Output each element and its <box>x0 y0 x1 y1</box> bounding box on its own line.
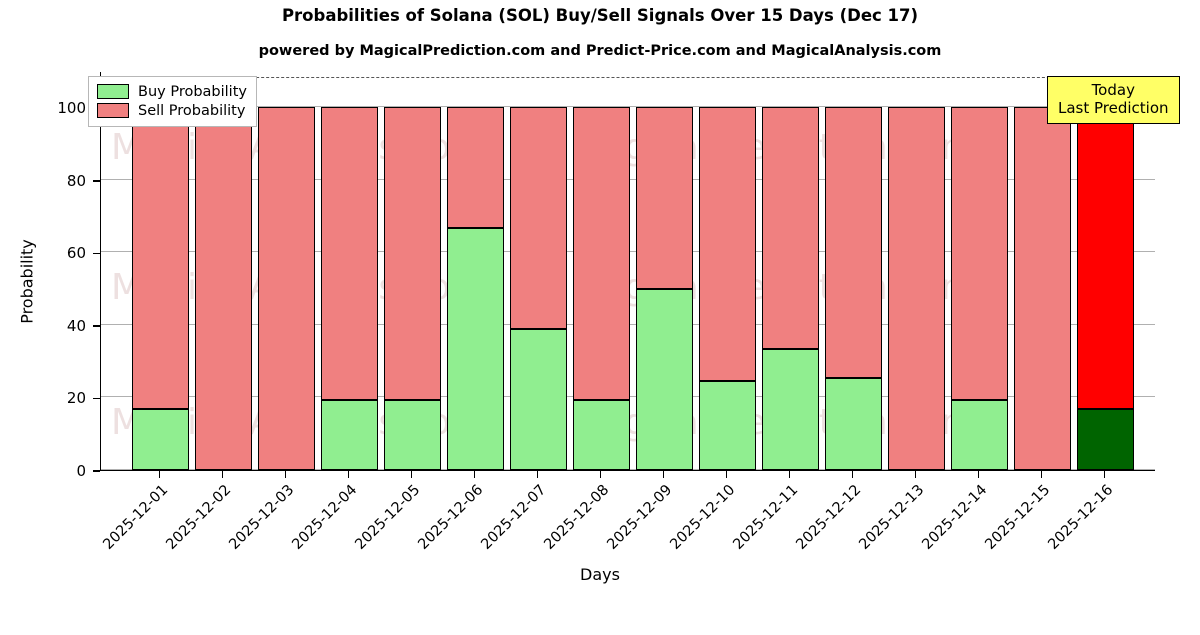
x-tick-mark <box>788 471 791 478</box>
chart-legend: Buy Probability Sell Probability <box>88 76 257 127</box>
y-axis: Probability 0 20 40 60 80 100 <box>0 72 100 480</box>
x-tick-mark <box>221 471 224 478</box>
bar-group[interactable] <box>321 107 378 470</box>
x-tick-mark <box>473 471 476 478</box>
bar-segment-buy[interactable] <box>321 399 378 470</box>
x-tick-mark <box>1103 471 1106 478</box>
x-tick-mark <box>851 471 854 478</box>
y-tick-mark <box>93 325 100 327</box>
x-tick-mark <box>347 471 350 478</box>
y-tick-mark <box>93 470 100 472</box>
x-tick-mark <box>914 471 917 478</box>
bar-segment-sell[interactable] <box>1014 107 1071 470</box>
bar-group[interactable] <box>384 107 441 470</box>
y-tick-mark <box>93 252 100 255</box>
legend-swatch-buy-icon <box>97 84 129 99</box>
bar-segment-sell[interactable] <box>447 107 504 229</box>
y-tick-label: 40 <box>66 316 86 335</box>
bar-group[interactable] <box>258 107 315 470</box>
bar-segment-sell[interactable] <box>636 107 693 289</box>
bar-group[interactable] <box>888 107 945 470</box>
y-tick-mark <box>93 397 100 400</box>
x-tick-mark <box>662 471 665 478</box>
bar-segment-buy[interactable] <box>510 328 567 470</box>
bar-segment-buy[interactable] <box>951 399 1008 470</box>
bar-group[interactable] <box>573 107 630 470</box>
legend-label-buy: Buy Probability <box>138 83 247 100</box>
bar-segment-sell[interactable] <box>699 107 756 382</box>
gridline <box>101 106 1155 108</box>
chart-subtitle: powered by MagicalPrediction.com and Pre… <box>258 43 942 59</box>
x-axis-label: Days <box>580 565 620 584</box>
y-axis-label: Probability <box>17 239 37 324</box>
bar-group[interactable] <box>447 107 504 470</box>
x-tick-mark <box>1040 471 1043 478</box>
bar-segment-sell[interactable] <box>132 107 189 410</box>
chart-container: Probabilities of Solana (SOL) Buy/Sell S… <box>0 6 1200 600</box>
bar-segment-buy[interactable] <box>384 399 441 470</box>
bar-segment-buy[interactable] <box>573 399 630 470</box>
bar-segment-buy[interactable] <box>636 288 693 470</box>
threshold-line <box>101 77 1155 79</box>
bar-segment-sell[interactable] <box>258 107 315 470</box>
y-tick-mark <box>93 180 100 182</box>
bar-group[interactable] <box>1014 107 1071 470</box>
bar-group[interactable] <box>825 107 882 470</box>
bar-segment-sell[interactable] <box>825 107 882 378</box>
bar-segment-buy[interactable] <box>447 228 504 470</box>
x-axis: Days 2025-12-01 2025-12-02 2025-12-03 2025-… <box>0 471 1200 600</box>
bar-segment-sell[interactable] <box>195 107 252 470</box>
bar-segment-sell[interactable] <box>1077 107 1134 410</box>
bar-segment-buy[interactable] <box>762 349 819 470</box>
x-tick-mark <box>284 471 287 478</box>
bar-segment-sell[interactable] <box>762 107 819 350</box>
bar-group[interactable] <box>951 107 1008 470</box>
today-annotation-line2: Last Prediction <box>1058 99 1169 117</box>
bar-group[interactable] <box>510 107 567 470</box>
y-tick-label: 60 <box>66 244 86 263</box>
bar-segment-sell[interactable] <box>573 107 630 400</box>
bar-group[interactable] <box>699 107 756 470</box>
bar-segment-sell[interactable] <box>510 107 567 329</box>
bar-group[interactable] <box>132 107 189 470</box>
x-tick-mark <box>410 471 413 478</box>
bar-segment-sell[interactable] <box>888 107 945 470</box>
x-tick-mark <box>536 471 539 478</box>
bar-segment-sell[interactable] <box>321 107 378 400</box>
x-tick-mark <box>725 471 728 478</box>
today-annotation: Today Last Prediction <box>1047 76 1180 124</box>
bar-group[interactable] <box>762 107 819 470</box>
legend-label-sell: Sell Probability <box>138 102 246 119</box>
bar-group[interactable] <box>1077 107 1134 470</box>
bar-segment-buy[interactable] <box>699 381 756 470</box>
y-tick-label: 0 <box>76 462 86 480</box>
legend-item-sell: Sell Probability <box>97 101 247 120</box>
bar-segment-sell[interactable] <box>951 107 1008 400</box>
bar-segment-sell[interactable] <box>384 107 441 400</box>
legend-item-buy: Buy Probability <box>97 82 247 101</box>
bars-layer <box>101 72 1155 470</box>
x-tick-mark <box>599 471 602 478</box>
y-tick-label: 20 <box>66 389 86 408</box>
y-tick-label: 100 <box>57 99 86 118</box>
y-tick-label: 80 <box>66 171 86 190</box>
plot-area: MagicalAnalysis.comMagicalPrediction.com… <box>100 72 1155 471</box>
bar-group[interactable] <box>636 107 693 470</box>
bar-segment-buy[interactable] <box>132 409 189 470</box>
x-tick-mark <box>158 471 161 478</box>
chart-title: Probabilities of Solana (SOL) Buy/Sell S… <box>281 6 919 25</box>
bar-segment-buy[interactable] <box>1077 409 1134 470</box>
bar-segment-buy[interactable] <box>825 377 882 470</box>
legend-swatch-sell-icon <box>97 103 129 118</box>
x-tick-mark <box>977 471 980 478</box>
bar-group[interactable] <box>195 107 252 470</box>
today-annotation-line1: Today <box>1091 81 1135 99</box>
